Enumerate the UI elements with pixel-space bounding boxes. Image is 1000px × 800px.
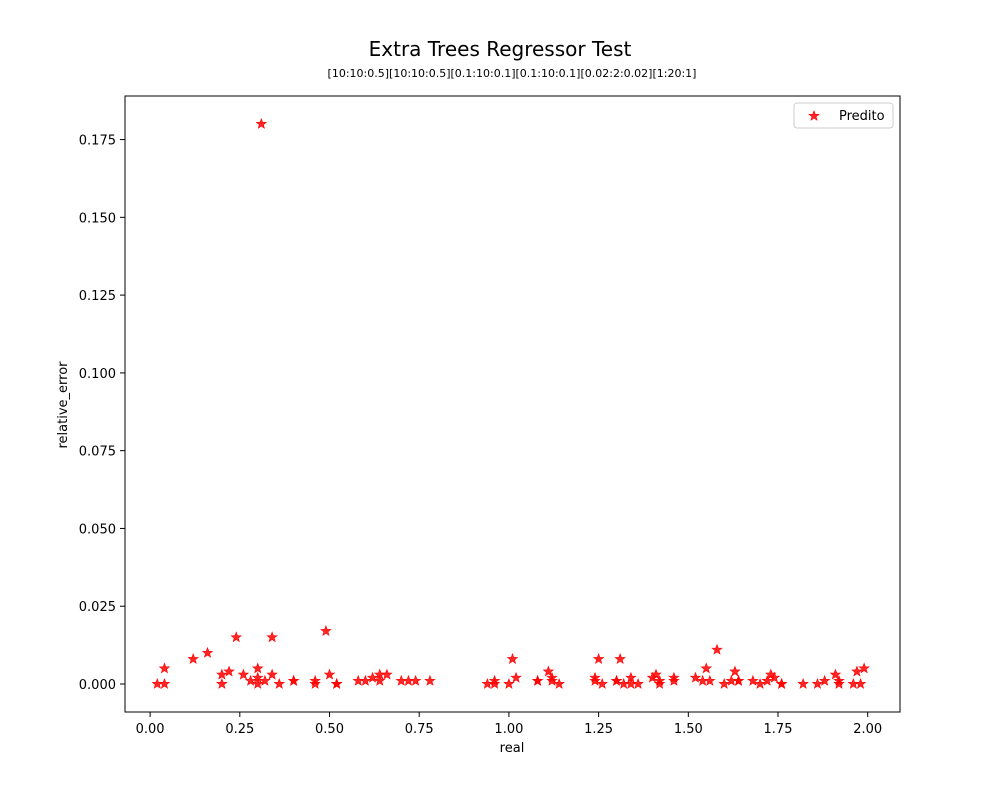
data-point [546, 674, 558, 686]
data-point [704, 674, 716, 686]
y-tick-label: 0.100 [79, 367, 116, 382]
data-points [151, 117, 870, 689]
y-tick-label: 0.050 [79, 522, 116, 537]
data-point [797, 677, 809, 689]
data-point [718, 677, 730, 689]
data-point [158, 662, 171, 674]
x-axis: 0.00 0.25 0.50 0.75 1.00 1.25 1.50 1.75 2.00 [136, 712, 882, 737]
data-point [700, 662, 713, 674]
y-tick-label: 0.000 [79, 678, 116, 693]
data-point [158, 677, 171, 689]
data-point [747, 674, 759, 686]
data-point [610, 674, 623, 686]
x-tick-label: 0.75 [405, 722, 434, 737]
data-point [266, 668, 278, 680]
data-point [506, 653, 519, 665]
legend: Predito [793, 102, 894, 129]
plot-area [124, 95, 901, 713]
data-point [273, 677, 286, 689]
legend-marker-star [808, 109, 820, 121]
data-point [596, 677, 608, 689]
legend-box [793, 102, 894, 129]
x-tick-label: 0.50 [315, 722, 344, 737]
data-point [223, 665, 235, 677]
y-tick-label: 0.125 [79, 289, 116, 304]
data-point [854, 677, 867, 689]
data-point [542, 665, 555, 677]
data-point [761, 674, 774, 686]
chart-subtitle: [10:10:0.5][10:10:0.5][0.1:10:0.1][0.1:1… [328, 67, 697, 80]
data-point [668, 674, 680, 686]
x-tick-label: 1.50 [674, 722, 703, 737]
data-point [244, 674, 257, 686]
y-axis: 0.000 0.025 0.050 0.075 0.100 0.125 0.150 0.175 [79, 134, 125, 693]
legend-label: Predito [839, 109, 885, 124]
data-point [829, 668, 842, 680]
data-point [381, 668, 393, 680]
data-point [187, 653, 199, 665]
x-tick-label: 1.75 [764, 722, 793, 737]
data-point [237, 668, 250, 680]
data-point [216, 668, 228, 680]
data-point [330, 677, 343, 689]
data-point [488, 677, 501, 689]
data-point [546, 671, 558, 683]
data-point [851, 665, 863, 677]
data-point [531, 674, 544, 686]
data-point [592, 653, 605, 665]
data-point [320, 625, 332, 637]
x-tick-label: 1.25 [584, 722, 613, 737]
y-axis-label: relative_error [56, 361, 71, 449]
y-tick-label: 0.075 [79, 445, 116, 460]
x-tick-label: 1.00 [494, 722, 523, 737]
data-point [614, 653, 626, 665]
data-point [309, 677, 321, 689]
data-point [711, 643, 723, 655]
data-point [729, 665, 741, 677]
data-point [632, 677, 644, 689]
data-point [488, 674, 501, 686]
data-point [811, 677, 824, 689]
data-point [216, 677, 228, 689]
data-point [754, 677, 766, 689]
data-point [553, 677, 565, 689]
y-tick-label: 0.175 [79, 134, 116, 149]
plot-frame [124, 95, 901, 713]
data-point [653, 677, 666, 689]
data-point [818, 674, 831, 686]
y-tick-label: 0.150 [79, 211, 116, 226]
data-point [589, 671, 601, 683]
data-point [201, 646, 214, 658]
data-point [251, 662, 264, 674]
data-point [589, 674, 601, 686]
data-point [366, 671, 379, 683]
x-tick-label: 2.00 [853, 722, 882, 737]
data-point [775, 677, 788, 689]
data-point [323, 668, 336, 680]
data-point [689, 671, 702, 683]
y-tick-label: 0.025 [79, 600, 116, 615]
data-point [266, 631, 278, 643]
data-point [833, 677, 845, 689]
data-point [230, 631, 242, 643]
data-point [287, 674, 300, 686]
data-point [409, 674, 422, 686]
data-point [251, 677, 264, 689]
data-point [650, 668, 662, 680]
data-point [424, 674, 436, 686]
legend-star [808, 109, 820, 121]
data-point [359, 674, 372, 686]
data-point [768, 671, 781, 683]
data-point [732, 674, 745, 686]
x-tick-label: 0.25 [225, 722, 254, 737]
chart-title: Extra Trees Regressor Test [369, 37, 632, 61]
x-axis-label: real [500, 741, 525, 756]
data-point [510, 671, 522, 683]
data-point [255, 117, 268, 129]
x-tick-label: 0.00 [136, 722, 165, 737]
data-point [858, 662, 870, 674]
